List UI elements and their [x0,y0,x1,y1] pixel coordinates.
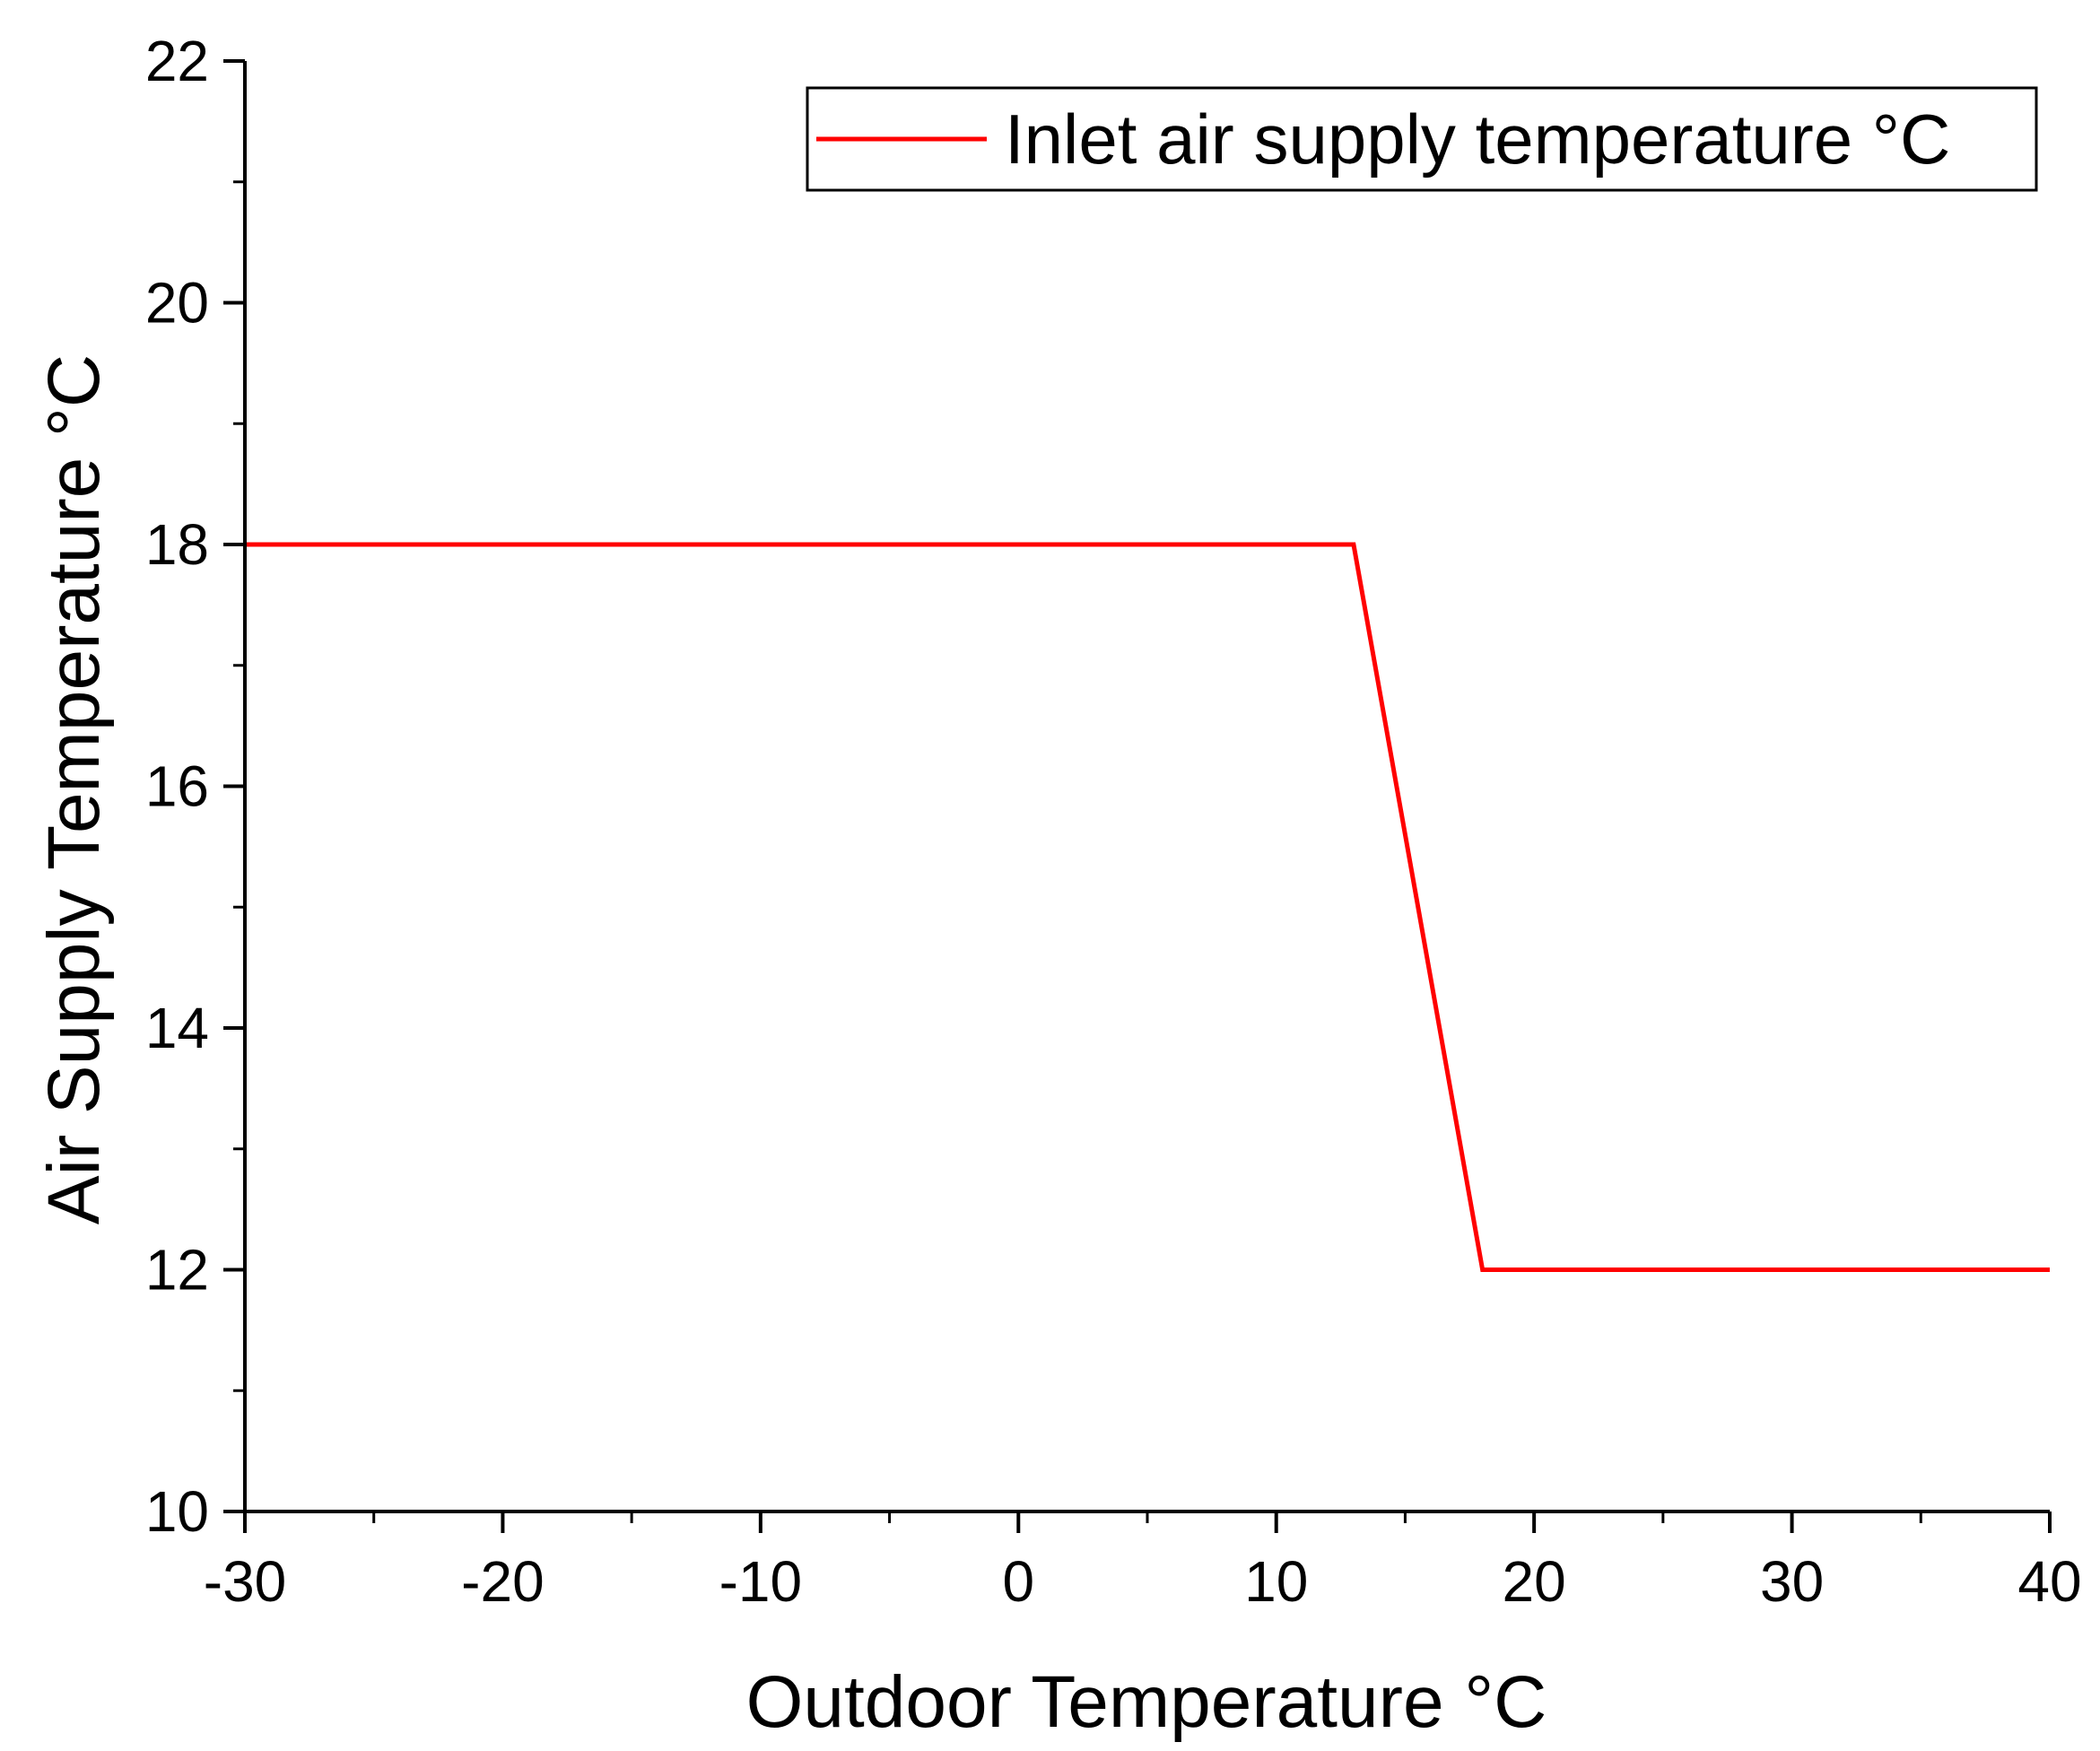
x-tick-label: 10 [1244,1549,1308,1614]
legend: Inlet air supply temperature °C [806,86,2038,192]
x-tick-label: 40 [2017,1549,2081,1614]
x-axis-title: Outdoor Temperature °C [746,1661,1547,1743]
x-tick-label: -30 [204,1549,287,1614]
legend-box [806,86,2038,192]
x-tick-label: 20 [1503,1549,1566,1614]
x-tick-label: 30 [1760,1549,1824,1614]
x-tick-label: 0 [1002,1549,1034,1614]
y-tick-label: 10 [145,1479,209,1544]
x-tick-label: -10 [719,1549,803,1614]
x-tick-label: -20 [461,1549,545,1614]
series-line [245,542,2050,1272]
legend-label: Inlet air supply temperature °C [1005,100,1950,179]
y-tick-label: 18 [145,512,209,577]
y-tick-label: 12 [145,1238,209,1302]
y-tick-label: 16 [145,754,209,819]
x-axis-ticks: -30 -20 -10 0 10 20 30 40 [204,1511,2082,1614]
y-axis-ticks: 10 12 14 16 18 20 22 [145,29,245,1544]
y-tick-label: 20 [145,271,209,335]
y-tick-label: 14 [145,996,209,1060]
y-axis-title: Air Supply Temperature °C [33,354,115,1224]
y-tick-label: 22 [145,29,209,93]
series-layer [245,542,2050,1272]
